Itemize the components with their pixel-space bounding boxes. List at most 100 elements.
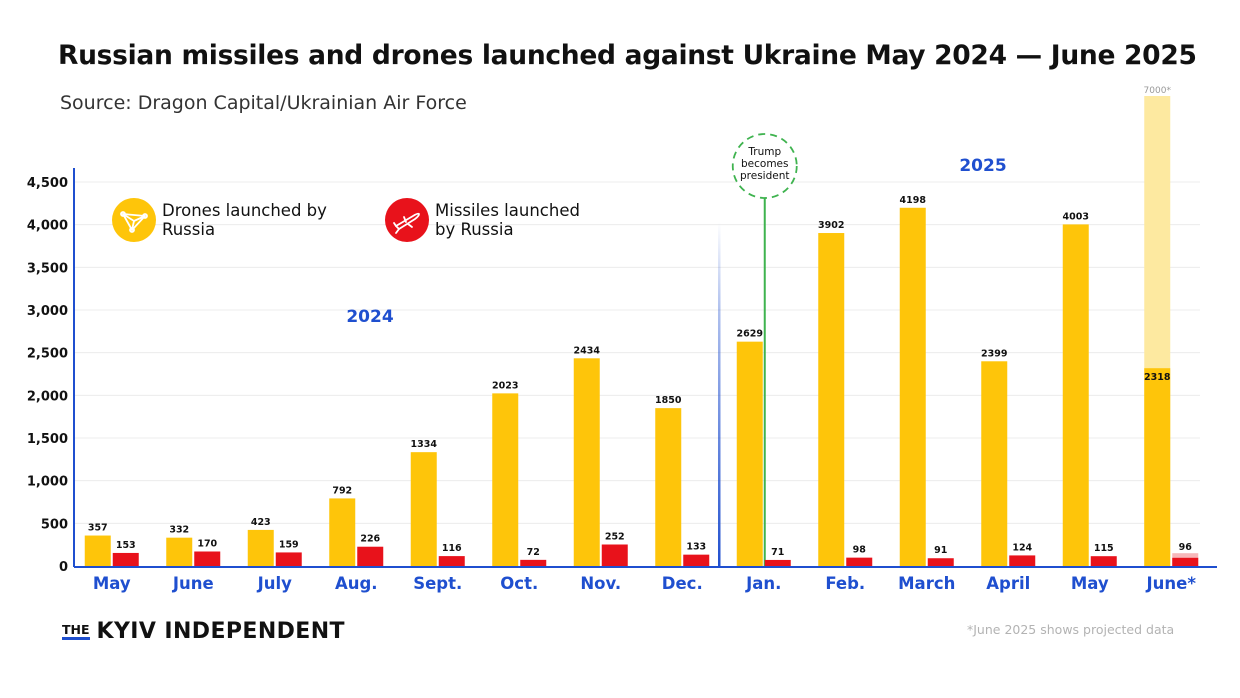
missile-value-label: 115: [1094, 543, 1114, 554]
drone-value-label: 2434: [574, 345, 601, 356]
missile-bar: [846, 557, 873, 566]
year-label-2024: 2024: [346, 307, 393, 327]
missile-bar: [194, 551, 221, 566]
missile-bar: [764, 559, 791, 566]
x-tick-label: June*: [1146, 574, 1197, 593]
drone-value-label: 357: [88, 523, 108, 534]
drone-bar: [329, 498, 356, 566]
drone-value-label: 792: [332, 485, 352, 496]
drone-bar: [1062, 224, 1089, 567]
y-tick-label: 4,500: [27, 176, 68, 191]
drone-bar: [655, 408, 682, 566]
event-circle: [731, 133, 798, 199]
missile-bar: [438, 556, 465, 566]
drone-bar: [573, 358, 600, 566]
missile-bar: [927, 558, 954, 566]
chart-subtitle: Source: Dragon Capital/Ukrainian Air For…: [60, 92, 467, 114]
missile-value-label: 98: [853, 545, 867, 556]
projected-drone-label: 7000*: [1144, 86, 1172, 96]
drone-value-label: 1334: [411, 439, 438, 450]
missile-value-label: 96: [1179, 542, 1193, 553]
brand-prefix: THE: [62, 623, 90, 640]
missile-value-label: 252: [605, 531, 625, 542]
chart-title: Russian missiles and drones launched aga…: [58, 40, 1197, 71]
x-tick-label: Dec.: [662, 574, 703, 593]
missile-bar: [357, 546, 384, 566]
missile-bar: [601, 544, 628, 566]
missile-bar: [1090, 556, 1117, 566]
legend-missiles: Missiles launched by Russia: [385, 198, 600, 242]
y-tick-label: 2,500: [27, 347, 68, 362]
drone-icon: [112, 198, 156, 242]
brand-logo: THE KYIV INDEPENDENT: [62, 619, 345, 644]
drone-value-label: 423: [251, 517, 271, 528]
x-tick-label: Oct.: [500, 574, 538, 593]
drone-value-label: 4003: [1063, 211, 1089, 222]
drone-value-label: 2629: [737, 329, 763, 340]
y-tick-label: 1,500: [27, 432, 68, 447]
missile-value-label: 72: [527, 547, 540, 558]
drone-bar: [1144, 368, 1171, 566]
y-tick-label: 4,000: [27, 219, 68, 234]
drone-value-label: 1850: [655, 395, 682, 406]
missile-value-label: 170: [197, 538, 217, 549]
missile-value-label: 91: [934, 545, 947, 556]
legend-drones: Drones launched by Russia: [112, 198, 327, 242]
y-tick-label: 1,000: [27, 475, 68, 490]
y-tick-label: 500: [41, 517, 68, 532]
drone-bar: [492, 393, 519, 566]
drone-bar: [166, 537, 193, 566]
x-tick-label: Nov.: [580, 574, 621, 593]
missile-value-label: 153: [116, 540, 136, 551]
y-tick-label: 2,000: [27, 389, 68, 404]
missile-bar: [275, 552, 302, 566]
missile-bar: [112, 552, 139, 566]
brand-name: KYIV INDEPENDENT: [96, 619, 345, 644]
drone-value-label: 2399: [981, 348, 1007, 359]
missile-value-label: 116: [442, 543, 462, 554]
year-label-2025: 2025: [959, 156, 1006, 176]
drone-bar: [247, 529, 274, 566]
x-tick-label: Jan.: [745, 574, 781, 593]
drone-bar: [981, 361, 1008, 566]
missile-value-label: 133: [686, 542, 706, 553]
event-label-line: president: [740, 170, 790, 182]
x-tick-label: Sept.: [413, 574, 462, 593]
drone-bar: [410, 452, 437, 566]
event-label-line: becomes: [741, 158, 788, 170]
legend-missiles-label: Missiles launched by Russia: [435, 201, 580, 239]
drone-value-label: 2318: [1144, 372, 1171, 383]
x-tick-label: July: [257, 574, 293, 593]
x-tick-label: June: [172, 574, 214, 593]
event-label-line: Trump: [747, 146, 781, 158]
drone-value-label: 332: [169, 525, 189, 536]
x-tick-label: May: [1071, 574, 1109, 593]
missile-bar: [520, 559, 547, 566]
x-tick-label: Feb.: [825, 574, 865, 593]
drone-bar: [84, 535, 111, 566]
drone-bar: [899, 207, 926, 566]
missile-icon: [385, 198, 429, 242]
missile-value-label: 159: [279, 539, 299, 550]
drone-value-label: 3902: [818, 220, 844, 231]
drone-value-label: 4198: [900, 195, 927, 206]
drone-bar: [818, 233, 845, 566]
y-tick-label: 3,000: [27, 304, 68, 319]
x-tick-label: March: [898, 574, 955, 593]
legend-drones-label: Drones launched by Russia: [162, 201, 327, 239]
year-divider: [718, 222, 721, 568]
y-tick-label: 0: [59, 560, 68, 575]
missile-bar: [683, 554, 710, 566]
x-tick-label: Aug.: [335, 574, 378, 593]
missile-value-label: 71: [771, 547, 784, 558]
drone-bar: [736, 341, 763, 566]
y-tick-label: 3,500: [27, 261, 68, 276]
footnote: *June 2025 shows projected data: [967, 622, 1175, 637]
missile-bar: [1009, 555, 1036, 566]
drone-value-label: 2023: [492, 380, 518, 391]
x-tick-label: May: [93, 574, 131, 593]
missile-bar: [1172, 557, 1199, 566]
missile-value-label: 124: [1012, 542, 1032, 553]
